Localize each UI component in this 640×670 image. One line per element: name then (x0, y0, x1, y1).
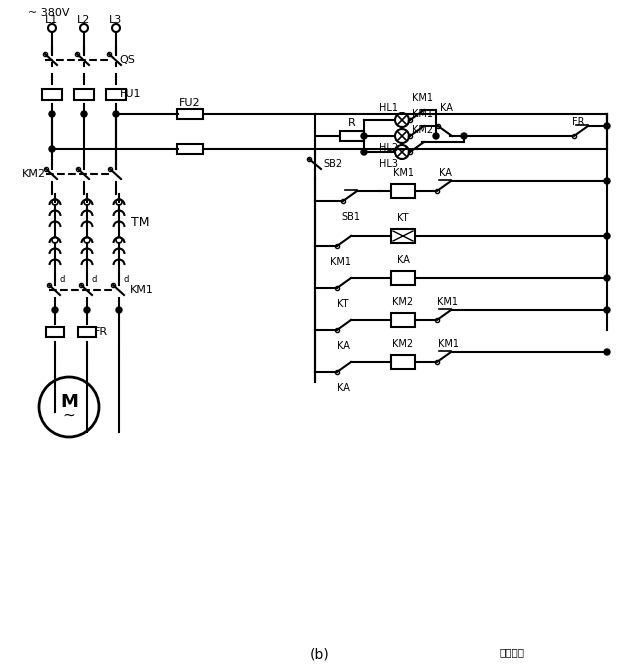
Text: ~: ~ (63, 407, 76, 423)
Text: KM2: KM2 (412, 125, 433, 135)
Text: KA: KA (397, 255, 410, 265)
Circle shape (604, 307, 610, 313)
Circle shape (604, 233, 610, 239)
Text: KM2: KM2 (392, 297, 413, 307)
Text: HL3: HL3 (379, 159, 398, 169)
Text: KM1: KM1 (412, 109, 433, 119)
Text: FU2: FU2 (179, 98, 201, 108)
Text: KA: KA (337, 341, 350, 351)
Text: HL2: HL2 (379, 143, 398, 153)
Text: KM1: KM1 (330, 257, 351, 267)
Text: TM: TM (131, 216, 150, 228)
Bar (391, 355, 415, 369)
Circle shape (113, 111, 119, 117)
Text: KM1: KM1 (130, 285, 154, 295)
Text: SB2: SB2 (323, 159, 342, 169)
Text: SB1: SB1 (341, 212, 360, 222)
Circle shape (433, 133, 439, 139)
Text: R: R (348, 118, 356, 128)
Circle shape (604, 178, 610, 184)
Text: FR: FR (94, 327, 108, 337)
Text: KM1: KM1 (438, 339, 459, 349)
Text: FR: FR (572, 117, 584, 127)
Circle shape (52, 307, 58, 313)
Text: L3: L3 (109, 15, 123, 25)
Bar (78, 327, 96, 337)
Circle shape (461, 133, 467, 139)
Text: KM1: KM1 (412, 93, 433, 103)
Text: QS: QS (119, 55, 135, 65)
Circle shape (49, 111, 55, 117)
Bar (46, 327, 64, 337)
Bar (74, 88, 94, 100)
Circle shape (361, 149, 367, 155)
Text: d: d (124, 275, 129, 283)
Bar (340, 131, 364, 141)
Text: KA: KA (440, 103, 453, 113)
Bar (391, 184, 415, 198)
Bar (391, 271, 415, 285)
Circle shape (81, 111, 87, 117)
Text: KM2: KM2 (392, 339, 413, 349)
Text: KM1: KM1 (437, 297, 458, 307)
Circle shape (604, 275, 610, 281)
Text: KM2: KM2 (22, 169, 46, 179)
Text: KA: KA (337, 383, 350, 393)
Bar (106, 88, 126, 100)
Bar (391, 229, 415, 243)
Text: KT: KT (397, 213, 409, 223)
Text: M: M (60, 393, 78, 411)
Text: KT: KT (337, 299, 349, 309)
Text: L2: L2 (77, 15, 91, 25)
Text: L1: L1 (45, 15, 59, 25)
Bar (177, 109, 203, 119)
Text: ~ 380V: ~ 380V (28, 8, 70, 18)
Text: d: d (60, 275, 65, 283)
Text: (b): (b) (310, 648, 330, 662)
Text: KM1: KM1 (392, 168, 413, 178)
Circle shape (116, 307, 122, 313)
Circle shape (604, 349, 610, 355)
Circle shape (49, 146, 55, 152)
Text: 技成培训: 技成培训 (500, 647, 525, 657)
Circle shape (84, 307, 90, 313)
Circle shape (604, 123, 610, 129)
Circle shape (361, 133, 367, 139)
Text: d: d (92, 275, 97, 283)
Bar (391, 313, 415, 327)
Bar (177, 144, 203, 154)
Text: FU1: FU1 (120, 89, 141, 99)
Text: KA: KA (439, 168, 452, 178)
Text: HL1: HL1 (379, 103, 398, 113)
Bar (42, 88, 62, 100)
